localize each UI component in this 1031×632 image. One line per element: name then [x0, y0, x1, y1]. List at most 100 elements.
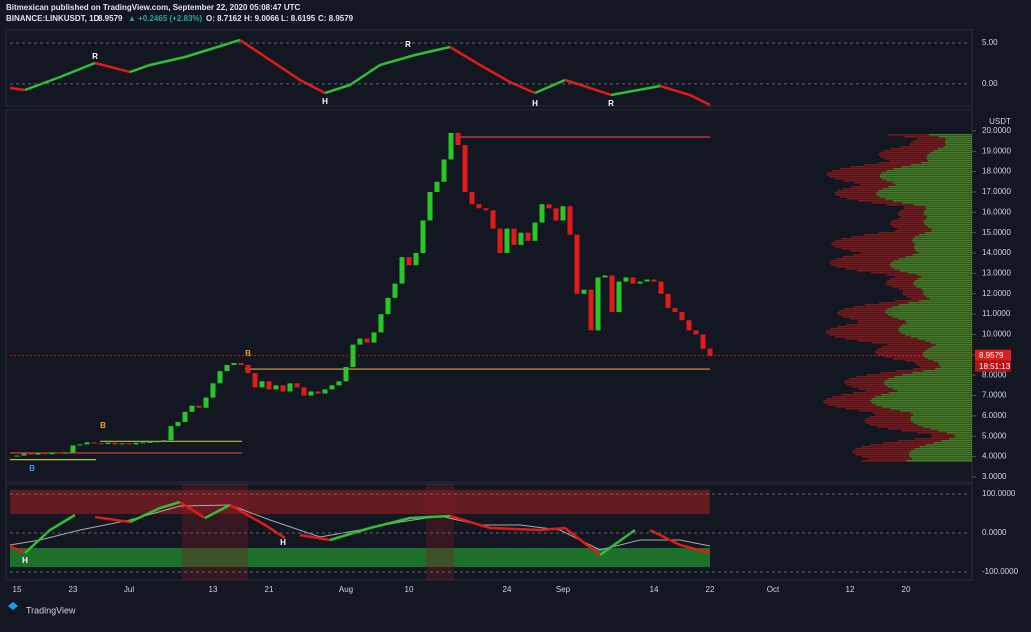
candle	[609, 275, 615, 313]
profile-bar	[923, 370, 972, 372]
profile-bar	[890, 262, 972, 264]
profile-bar	[841, 248, 915, 250]
x-tick-label: Oct	[767, 585, 780, 594]
y-tick-label: 0.00	[982, 79, 998, 88]
profile-bar	[836, 266, 891, 268]
candle	[434, 181, 440, 192]
last: 8.9579	[98, 14, 123, 23]
profile-bar	[869, 416, 911, 418]
profile-bar	[829, 262, 891, 264]
candle	[623, 277, 629, 282]
marker: H	[532, 99, 538, 108]
profile-bar	[877, 354, 923, 356]
profile-bar	[860, 252, 919, 254]
profile-bar	[902, 374, 972, 376]
profile-bar	[916, 274, 972, 276]
profile-bar	[901, 166, 972, 168]
candle	[693, 330, 699, 335]
profile-bar	[835, 246, 914, 248]
profile-bar	[842, 188, 883, 190]
candle	[490, 210, 496, 229]
profile-bar	[886, 274, 917, 276]
profile-bar	[864, 304, 900, 306]
profile-bar	[887, 314, 972, 316]
profile-bar	[901, 430, 939, 432]
timer: 18:51:13	[979, 362, 1011, 371]
profile-bar	[879, 174, 972, 176]
x-tick-label: Aug	[339, 585, 353, 594]
y-tick-label: 6.0000	[982, 411, 1007, 420]
marker: R	[608, 99, 614, 108]
profile-bar	[913, 204, 972, 206]
profile-bar	[915, 250, 972, 252]
profile-bar	[898, 330, 972, 332]
profile-bar	[864, 420, 911, 422]
profile-bar	[917, 138, 946, 140]
profile-bar	[893, 226, 928, 228]
candle	[539, 204, 545, 223]
profile-bar	[922, 292, 972, 294]
candle	[700, 334, 706, 349]
price-box	[975, 349, 1011, 361]
profile-bar	[888, 378, 972, 380]
profile-bar	[892, 220, 924, 222]
top-oscillator	[9, 38, 711, 107]
profile-bar	[887, 386, 972, 388]
profile-bar	[918, 252, 972, 254]
profile-bar	[855, 448, 915, 450]
candle	[378, 314, 384, 333]
profile-bar	[883, 356, 925, 358]
profile-bar	[943, 146, 972, 148]
profile-bar	[892, 200, 972, 202]
profile-bar	[871, 272, 908, 274]
profile-bar	[938, 136, 972, 138]
profile-bar	[827, 172, 883, 174]
profile-bar	[826, 398, 872, 400]
marker: H	[322, 97, 328, 106]
profile-bar	[926, 296, 972, 298]
profile-bar	[927, 348, 972, 350]
profile-bar	[890, 224, 926, 226]
profile-bar	[897, 390, 972, 392]
profile-bar	[910, 142, 946, 144]
profile-bar	[850, 186, 889, 188]
marker: H	[280, 538, 286, 547]
profile-bar	[925, 340, 972, 342]
candle	[455, 132, 461, 146]
profile-bar	[834, 240, 913, 242]
candle	[602, 275, 608, 278]
profile-bar	[948, 438, 972, 440]
profile-bar	[857, 322, 907, 324]
profile-bar	[857, 340, 926, 342]
candle	[588, 289, 594, 331]
profile-bar	[861, 456, 910, 458]
profile-bar	[925, 208, 972, 210]
currency: USDT	[989, 117, 1011, 126]
profile-bar	[889, 160, 929, 162]
candle	[469, 191, 475, 205]
profile-bar	[894, 230, 932, 232]
profile-bar	[842, 316, 893, 318]
candle	[644, 279, 650, 282]
candle	[427, 191, 433, 221]
profile-bar	[920, 276, 972, 278]
candle	[119, 443, 125, 445]
profile-bar	[880, 156, 927, 158]
profile-bar	[928, 160, 972, 162]
y-tick-label: -100.0000	[982, 567, 1019, 576]
candle	[217, 371, 223, 384]
profile-bar	[844, 382, 884, 384]
profile-bar	[890, 266, 972, 268]
profile-bar	[875, 404, 972, 406]
profile-bar	[918, 300, 972, 302]
profile-bar	[914, 236, 972, 238]
profile-bar	[868, 458, 913, 460]
profile-bar	[867, 374, 903, 376]
profile-bar	[877, 426, 924, 428]
profile-bar	[879, 152, 930, 154]
profile-bar	[894, 376, 972, 378]
profile-bar	[897, 228, 932, 230]
profile-bar	[882, 406, 972, 408]
candle	[14, 455, 20, 457]
profile-bar	[847, 198, 885, 200]
